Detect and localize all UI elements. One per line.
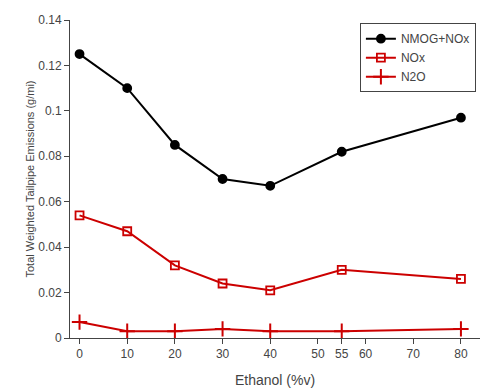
svg-text:0.02: 0.02 xyxy=(38,286,62,300)
svg-text:0.04: 0.04 xyxy=(38,240,62,254)
svg-text:Total Weighted Tailpipe Emissi: Total Weighted Tailpipe Emissions (g/mi) xyxy=(24,80,36,277)
svg-text:55: 55 xyxy=(335,347,349,361)
svg-text:0.06: 0.06 xyxy=(38,195,62,209)
svg-text:0: 0 xyxy=(55,331,62,345)
svg-text:0.08: 0.08 xyxy=(38,149,62,163)
svg-text:0.12: 0.12 xyxy=(38,59,62,73)
svg-text:0.1: 0.1 xyxy=(45,104,62,118)
svg-text:70: 70 xyxy=(407,347,421,361)
svg-text:40: 40 xyxy=(264,347,278,361)
svg-text:NMOG+NOx: NMOG+NOx xyxy=(401,32,469,46)
svg-text:20: 20 xyxy=(168,347,182,361)
svg-text:0: 0 xyxy=(76,347,83,361)
svg-text:50: 50 xyxy=(311,347,325,361)
svg-text:30: 30 xyxy=(216,347,230,361)
svg-text:NOx: NOx xyxy=(401,51,425,65)
svg-text:10: 10 xyxy=(121,347,135,361)
svg-text:80: 80 xyxy=(454,347,468,361)
svg-text:60: 60 xyxy=(359,347,373,361)
svg-text:Ethanol (%v): Ethanol (%v) xyxy=(235,372,315,388)
svg-text:N2O: N2O xyxy=(401,70,426,84)
svg-text:0.14: 0.14 xyxy=(38,13,62,27)
